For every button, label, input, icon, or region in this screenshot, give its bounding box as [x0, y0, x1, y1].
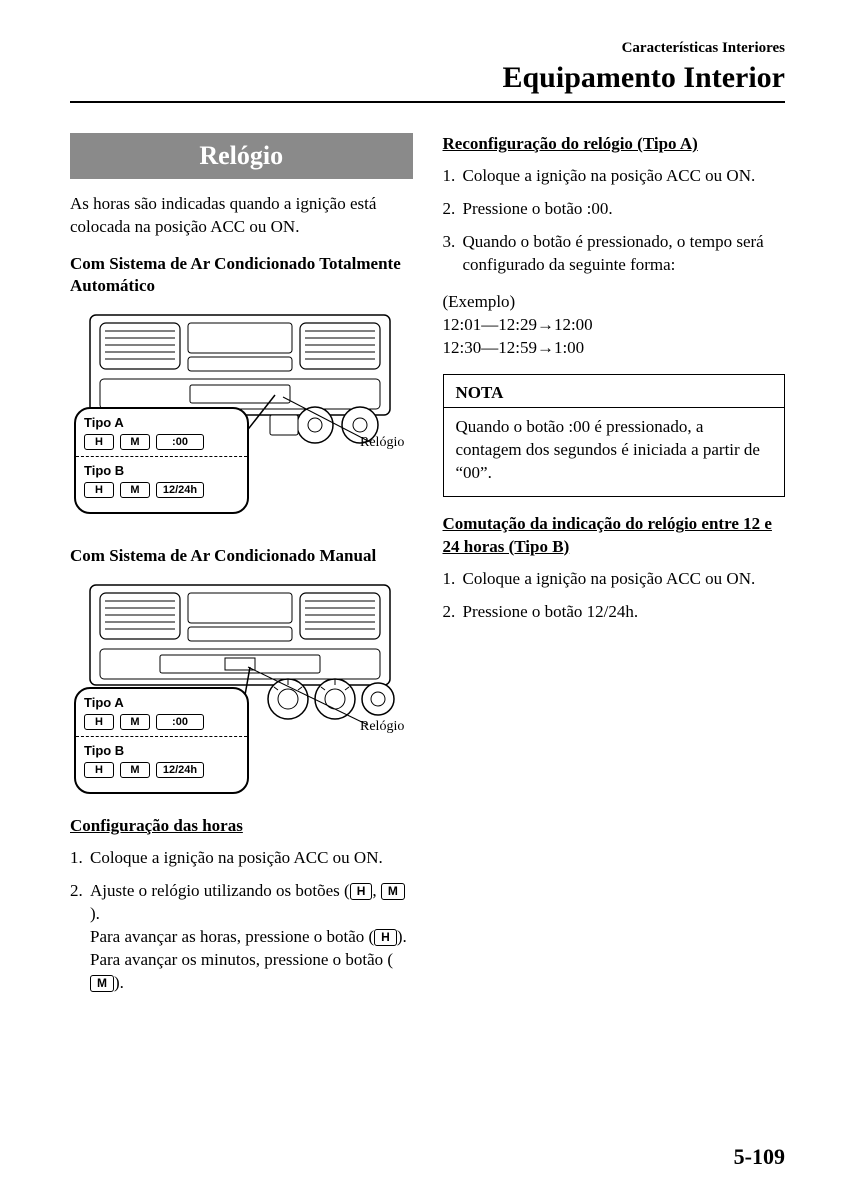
step-number: 1. [70, 847, 90, 870]
step-text: Coloque a ignição na posição ACC ou ON. [90, 847, 413, 870]
callout-divider [76, 456, 247, 457]
list-item: 3.Quando o botão é pressionado, o tempo … [443, 231, 786, 277]
note-body: Quando o botão :00 é pressionado, a cont… [444, 408, 785, 497]
callout-tipo-b-label: Tipo B [84, 463, 239, 478]
callout-tipo-b-label-2: Tipo B [84, 743, 239, 758]
page-title: Equipamento Interior [70, 61, 785, 95]
step-number: 2. [443, 601, 463, 624]
step-text: Quando o botão é pressionado, o tempo se… [463, 231, 786, 277]
step-text: Coloque a ignição na posição ACC ou ON. [463, 165, 786, 188]
callout-btn-1224: 12/24h [156, 482, 204, 498]
right-column: Reconfiguração do relógio (Tipo A) 1.Col… [443, 133, 786, 1009]
intro-text: As horas são indicadas quando a ignição … [70, 193, 413, 239]
callout-tipo-a-label-2: Tipo A [84, 695, 239, 710]
note-box: NOTA Quando o botão :00 é pressionado, a… [443, 374, 786, 498]
list-item: 2.Pressione o botão :00. [443, 198, 786, 221]
callout-btn-00-2: :00 [156, 714, 204, 730]
content-columns: Relógio As horas são indicadas quando a … [70, 133, 785, 1009]
callout-box-manual: Tipo A H M :00 Tipo B H M 12/24h [74, 687, 249, 794]
step-number: 1. [443, 568, 463, 591]
page-header: Características Interiores Equipamento I… [70, 40, 785, 103]
note-title: NOTA [444, 375, 785, 408]
breadcrumb: Características Interiores [70, 40, 785, 57]
sec2-steps: 1.Coloque a ignição na posição ACC ou ON… [443, 165, 786, 277]
callout-btn-00: :00 [156, 434, 204, 450]
step-text: Pressione o botão :00. [463, 198, 786, 221]
list-item: 2.Pressione o botão 12/24h. [443, 601, 786, 624]
example-line-2: 12:30—12:59→1:00 [443, 337, 786, 360]
section-banner-relogio: Relógio [70, 133, 413, 179]
step-number: 2. [443, 198, 463, 221]
example-label: (Exemplo) [443, 291, 786, 314]
step-text: Ajuste o relógio utilizando os botões (H… [90, 880, 413, 995]
step-text: Pressione o botão 12/24h. [463, 601, 786, 624]
h-button-icon: H [350, 883, 373, 900]
sec1-steps: 1.Coloque a ignição na posição ACC ou ON… [70, 847, 413, 995]
list-item: 1.Coloque a ignição na posição ACC ou ON… [443, 568, 786, 591]
callout-btn-m: M [120, 434, 150, 450]
callout-btn-h-2: H [84, 714, 114, 730]
list-item: 1.Coloque a ignição na posição ACC ou ON… [443, 165, 786, 188]
callout-divider-2 [76, 736, 247, 737]
diagram1-title: Com Sistema de Ar Condicionado Totalment… [70, 253, 413, 297]
callout-btn-m-b: M [120, 482, 150, 498]
diagram-manual-ac: Tipo A H M :00 Tipo B H M 12/24h Relógio [70, 577, 410, 797]
relogio-leader-label-1: Relógio [360, 435, 404, 451]
callout-btn-h: H [84, 434, 114, 450]
m-button-icon: M [90, 975, 114, 992]
callout-btn-1224-2: 12/24h [156, 762, 204, 778]
example-block: (Exemplo) 12:01—12:29→12:00 12:30—12:59→… [443, 291, 786, 360]
step-number: 2. [70, 880, 90, 995]
callout-tipo-a-label: Tipo A [84, 415, 239, 430]
list-item: 2. Ajuste o relógio utilizando os botões… [70, 880, 413, 995]
h-button-icon: H [374, 929, 397, 946]
left-column: Relógio As horas são indicadas quando a … [70, 133, 413, 1009]
callout-btn-h-2b: H [84, 762, 114, 778]
sec3-steps: 1.Coloque a ignição na posição ACC ou ON… [443, 568, 786, 624]
step-text: Coloque a ignição na posição ACC ou ON. [463, 568, 786, 591]
list-item: 1.Coloque a ignição na posição ACC ou ON… [70, 847, 413, 870]
sec2-title: Reconfiguração do relógio (Tipo A) [443, 133, 786, 155]
step-number: 1. [443, 165, 463, 188]
sec1-title: Configuração das horas [70, 815, 413, 837]
step-number: 3. [443, 231, 463, 277]
sec3-title: Comutação da indicação do relógio entre … [443, 513, 786, 557]
callout-btn-h-b: H [84, 482, 114, 498]
callout-box-auto: Tipo A H M :00 Tipo B H M 12/24h [74, 407, 249, 514]
relogio-leader-label-2: Relógio [360, 719, 404, 735]
example-line-1: 12:01—12:29→12:00 [443, 314, 786, 337]
callout-btn-m-2b: M [120, 762, 150, 778]
diagram2-title: Com Sistema de Ar Condicionado Manual [70, 545, 413, 567]
callout-btn-m-2: M [120, 714, 150, 730]
page-number: 5-109 [734, 1144, 785, 1170]
m-button-icon: M [381, 883, 405, 900]
diagram-auto-ac: Tipo A H M :00 Tipo B H M 12/24h Relógio [70, 307, 410, 527]
